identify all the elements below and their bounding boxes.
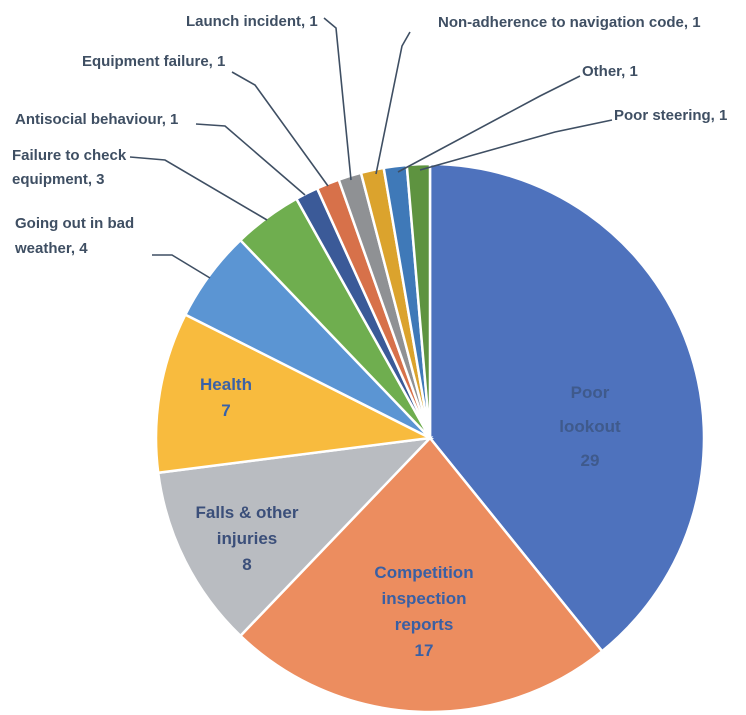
data-label-non-adherence-to-navigation-code: Non-adherence to navigation code, 1 — [438, 14, 701, 31]
slice-labels: Poor lookout 29 Competition inspection report… — [12, 13, 727, 660]
leader-lines — [129, 17, 613, 279]
slice-competition-inspection-reports — [238, 436, 604, 714]
leader-line-poor-steering — [419, 119, 613, 171]
data-label-competition-inspection-reports-line-2: inspection — [381, 589, 466, 608]
data-label-poor-lookout-line-2: lookout — [559, 417, 621, 436]
slice-health — [154, 312, 435, 475]
leader-line-going-out-in-bad-weather — [152, 254, 211, 279]
data-label-antisocial-behaviour: Antisocial behaviour, 1 — [15, 111, 178, 128]
data-label-failure-to-check-equipment-line-1: Failure to check — [12, 147, 127, 164]
data-label-launch-incident: Launch incident, 1 — [186, 13, 318, 30]
data-label-poor-lookout-line-1: Poor — [571, 383, 610, 402]
data-label-going-out-in-bad-weather-line-2: weather, 4 — [14, 240, 88, 257]
pie-slices — [154, 162, 706, 714]
data-label-competition-inspection-reports-line-4: 17 — [415, 641, 434, 660]
data-label-going-out-in-bad-weather-line-1: Going out in bad — [15, 215, 134, 232]
leader-line-other — [397, 75, 581, 173]
slice-falls-and-other-injuries — [156, 436, 434, 638]
data-label-falls-and-other-injuries-line-3: 8 — [242, 555, 251, 574]
data-label-poor-steering: Poor steering, 1 — [614, 107, 727, 124]
leader-line-failure-to-check-equipment — [129, 156, 268, 221]
data-label-other: Other, 1 — [582, 63, 638, 80]
data-label-competition-inspection-reports-line-1: Competition — [374, 563, 473, 582]
slice-poor-lookout — [428, 162, 706, 653]
data-label-poor-lookout-line-3: 29 — [581, 451, 600, 470]
data-label-failure-to-check-equipment-line-2: equipment, 3 — [12, 171, 105, 188]
data-label-health-line-1: Health — [200, 375, 252, 394]
leader-line-launch-incident — [323, 17, 352, 181]
data-label-falls-and-other-injuries-line-2: injuries — [217, 529, 277, 548]
leader-line-antisocial-behaviour — [195, 123, 306, 196]
data-label-competition-inspection-reports-line-3: reports — [395, 615, 454, 634]
data-label-falls-and-other-injuries-line-1: Falls & other — [196, 503, 299, 522]
data-label-health-line-2: 7 — [221, 401, 230, 420]
leader-line-equipment-failure — [231, 71, 329, 187]
slice-poor-steering — [405, 162, 432, 439]
data-label-equipment-failure: Equipment failure, 1 — [82, 53, 225, 70]
leader-line-non-adherence-to-navigation-code — [375, 31, 411, 175]
